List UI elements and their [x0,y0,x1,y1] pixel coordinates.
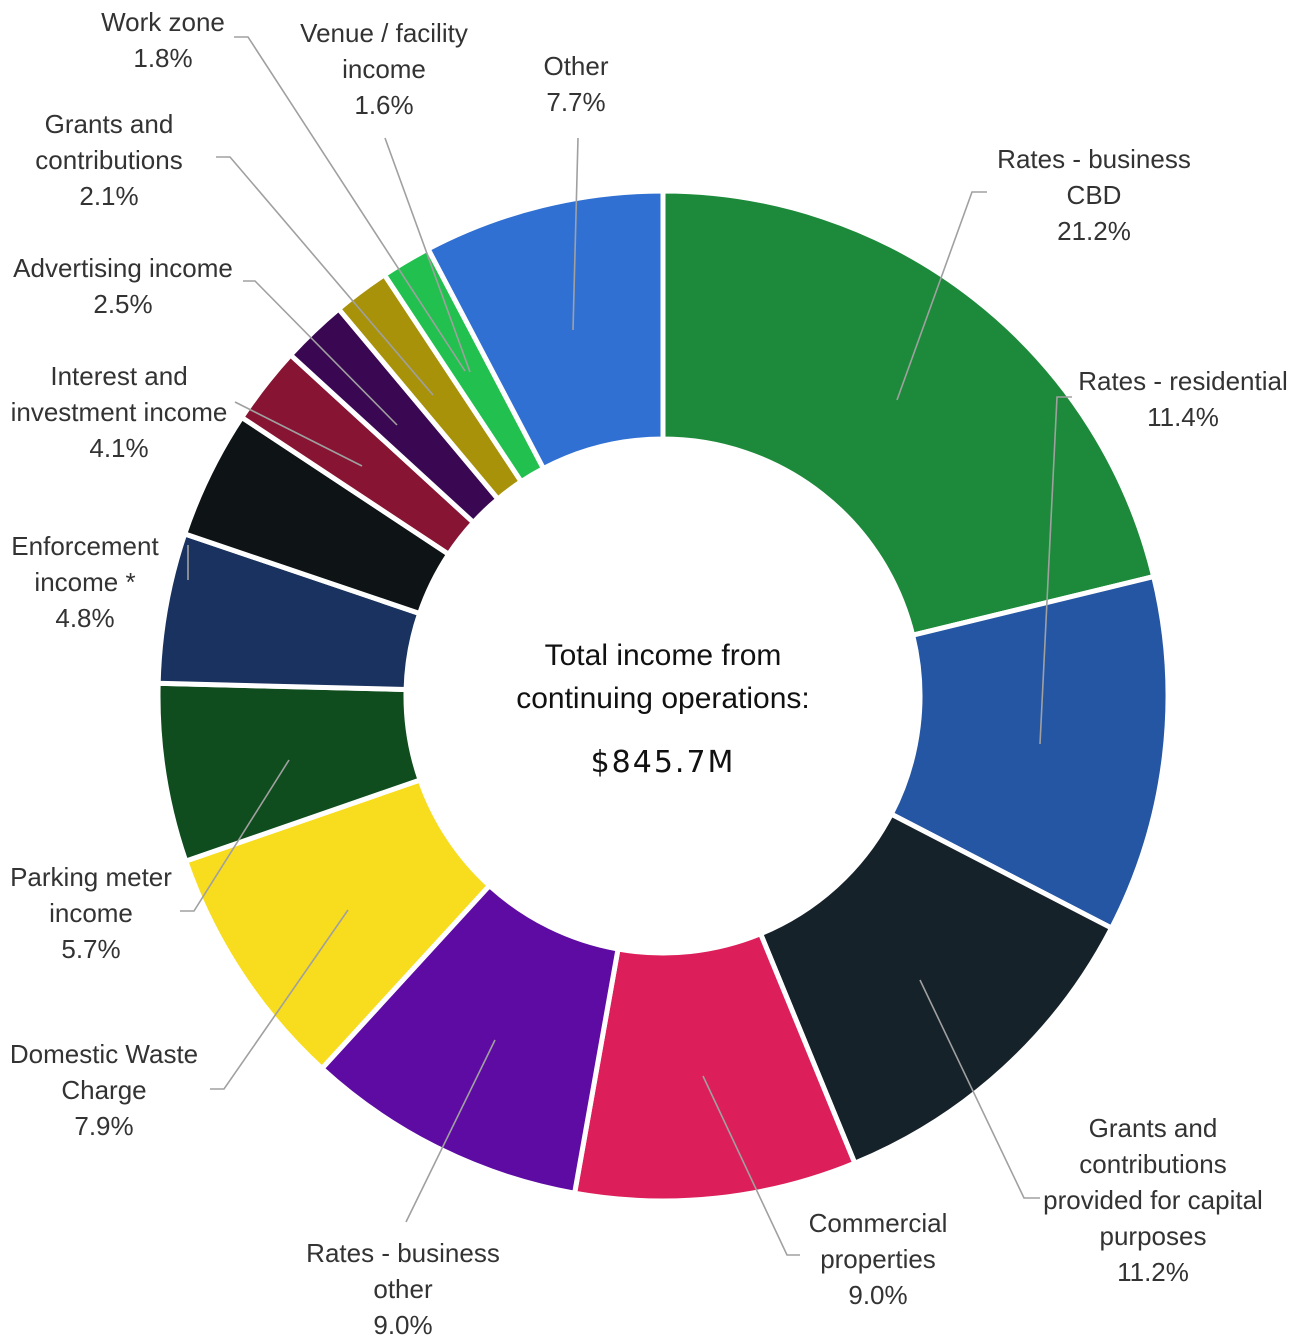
label-leader-lines [180,36,1072,1256]
slice-label: Commercial properties 9.0% [809,1208,948,1310]
slice-value-label: 11.4% [1147,402,1219,432]
slice-category-label: Interest and [50,361,187,391]
donut-slice [757,810,1115,1167]
slice-value-label: 1.6% [354,90,413,120]
slice-value-label: 21.2% [1057,216,1131,246]
donut-slice [660,188,1157,639]
slice-value-label: 2.1% [79,181,138,211]
slice-value-label: 1.8% [133,43,192,73]
slice-category-label: Venue / facility [300,18,468,48]
center-title-line-1: Total income from [545,639,782,672]
slice-value-label: 4.8% [55,603,114,633]
donut-center: Total income from continuing operations:… [516,639,810,780]
slice-category-label: CBD [1067,180,1122,210]
slice-label: Parking meter income 5.7% [10,862,172,964]
slice-value-label: 9.0% [848,1280,907,1310]
slice-category-label: income * [34,567,135,597]
donut-slice [887,573,1171,932]
slice-label: Enforcement income * 4.8% [11,531,159,633]
slice-category-label: investment income [11,397,228,427]
slice-labels: Rates - business CBD 21.2% Rates - resident… [10,7,1288,1340]
slice-category-label: Advertising income [13,253,233,283]
leader-line [234,401,363,467]
slice-value-label: 7.9% [74,1111,133,1141]
slice-category-label: other [373,1274,433,1304]
slice-category-label: Work zone [101,7,225,37]
slice-value-label: 2.5% [93,289,152,319]
leader-line [234,36,466,372]
slice-value-label: 4.1% [89,433,148,463]
slice-category-label: Domestic Waste [10,1039,198,1069]
donut-slice [424,188,666,472]
slice-value-label: 7.7% [546,87,605,117]
slice-label: Rates - residential 11.4% [1078,366,1288,432]
slice-category-label: Rates - business [306,1238,500,1268]
slice-label: Grants and contributions provided for capi… [1043,1113,1263,1287]
slice-category-label: Parking meter [10,862,172,892]
slice-label: Interest and investment income 4.1% [11,361,228,463]
leader-line [702,1075,800,1256]
slice-category-label: Rates - residential [1078,366,1288,396]
slice-category-label: purposes [1100,1221,1207,1251]
slice-category-label: income [49,898,133,928]
leader-line [572,137,579,331]
donut-slice [318,882,621,1197]
slice-label: Rates - business CBD 21.2% [997,144,1191,246]
leader-line [243,280,398,426]
leader-line [405,1039,496,1223]
donut-slices [155,188,1171,1204]
leader-line [216,156,434,396]
slice-label: Other 7.7% [543,51,608,117]
leader-line [896,191,987,401]
slice-category-label: Other [543,51,608,81]
center-title-line-2: continuing operations: [516,682,810,715]
slice-label: Domestic Waste Charge 7.9% [10,1039,198,1141]
slice-value-label: 5.7% [61,934,120,964]
slice-label: Grants and contributions 2.1% [35,109,182,211]
slice-category-label: contributions [1079,1149,1226,1179]
slice-category-label: properties [820,1244,936,1274]
slice-category-label: Grants and [1089,1113,1218,1143]
center-total-value: $845.7M [591,745,736,780]
leader-line [180,759,290,912]
slice-category-label: Enforcement [11,531,159,561]
slice-category-label: Charge [61,1075,146,1105]
slice-category-label: Commercial [809,1208,948,1238]
slice-value-label: 11.2% [1117,1257,1189,1287]
leader-line [384,137,471,373]
leader-line [210,909,349,1090]
slice-value-label: 9.0% [373,1310,432,1340]
slice-category-label: Rates - business [997,144,1191,174]
slice-category-label: provided for capital [1043,1185,1263,1215]
leader-line [919,979,1040,1199]
slice-category-label: contributions [35,145,182,175]
slice-category-label: Grants and [45,109,174,139]
slice-label: Work zone 1.8% [101,7,225,73]
donut-slice [571,930,859,1204]
slice-label: Venue / facility income 1.6% [300,18,468,120]
slice-label: Rates - business other 9.0% [306,1238,500,1340]
slice-label: Advertising income 2.5% [13,253,233,319]
leader-line [1039,396,1072,745]
slice-category-label: income [342,54,426,84]
